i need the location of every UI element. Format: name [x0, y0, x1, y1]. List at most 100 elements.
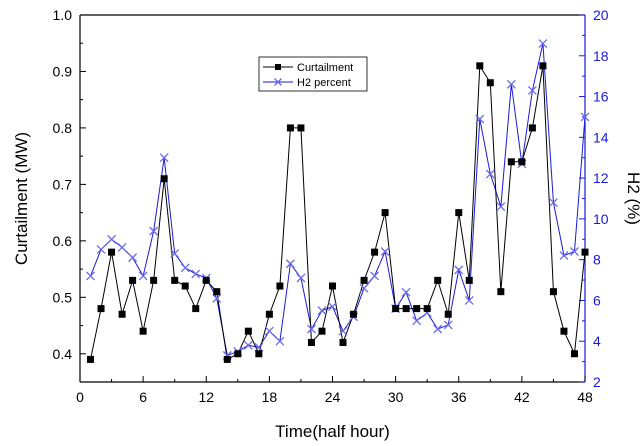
x-tick-label: 36: [451, 389, 467, 405]
h2-percent-point: [359, 283, 369, 293]
h2-percent-point: [506, 79, 516, 89]
curtailment-point: [129, 276, 137, 284]
curtailment-point: [350, 310, 358, 318]
h2-percent-point: [433, 324, 443, 334]
curtailment-point: [87, 355, 95, 363]
curtailment-point: [581, 248, 589, 256]
curtailment-point: [223, 355, 231, 363]
h2-percent-point: [275, 336, 285, 346]
right-y-tick-label: 18: [593, 48, 609, 64]
x-tick-label: 24: [325, 389, 341, 405]
right-y-tick-label: 12: [593, 170, 609, 186]
curtailment-point: [402, 305, 410, 313]
right-y-tick-label: 6: [593, 292, 601, 308]
h2-percent-line: [90, 43, 586, 357]
h2-percent-point: [285, 259, 295, 269]
h2-percent-point: [107, 234, 117, 244]
h2-percent-point: [117, 242, 127, 252]
h2-percent-point: [128, 253, 138, 263]
curtailment-point: [150, 276, 158, 284]
h2-percent-point: [485, 169, 495, 179]
curtailment-point: [455, 209, 463, 217]
curtailment-point: [234, 350, 242, 358]
curtailment-point: [570, 350, 578, 358]
curtailment-point: [181, 282, 189, 290]
left-y-tick-label: 0.8: [53, 120, 73, 136]
left-y-axis-title: Curtailment (MW): [12, 132, 31, 265]
legend-h2-label: H2 percent: [297, 77, 351, 89]
curtailment-point: [476, 62, 484, 70]
curtailment-point: [486, 79, 494, 87]
curtailment-point: [329, 282, 336, 290]
left-y-tick-label: 0.7: [53, 176, 73, 192]
curtailment-point: [360, 276, 368, 284]
h2-percent-point: [570, 247, 579, 256]
h2-percent-point: [317, 306, 327, 316]
legend-box: [258, 56, 368, 92]
curtailment-point: [528, 124, 536, 132]
h2-percent-point: [548, 198, 558, 208]
curtailment-point: [276, 282, 284, 290]
right-y-tick-label: 14: [593, 129, 609, 145]
right-y-tick-label: 8: [593, 252, 601, 268]
h2-percent-point: [212, 293, 222, 303]
x-tick-label: 0: [76, 389, 84, 405]
x-tick-label: 48: [577, 389, 593, 405]
h2-percent-point: [527, 85, 537, 95]
x-tick-label: 42: [514, 389, 530, 405]
x-tick-label: 6: [139, 389, 147, 405]
curtailment-point: [392, 305, 400, 313]
curtailment-point: [213, 288, 221, 296]
curtailment-point: [97, 305, 105, 313]
curtailment-point: [108, 248, 116, 256]
h2-percent-point: [296, 273, 306, 283]
curtailment-point: [339, 338, 347, 346]
curtailment-point: [444, 310, 452, 318]
right-y-tick-label: 2: [593, 374, 601, 390]
h2-percent-point: [264, 326, 274, 336]
h2-percent-point: [180, 263, 190, 273]
legend-curtailment-label: Curtailment: [297, 62, 353, 74]
h2-percent-point: [191, 269, 201, 279]
h2-percent-point: [475, 114, 485, 124]
legend-h2-marker: [274, 78, 282, 86]
curtailment-point: [413, 305, 421, 313]
curtailment-point: [518, 158, 526, 166]
left-y-tick-label: 0.4: [53, 346, 73, 362]
h2-percent-point: [538, 39, 548, 49]
curtailment-point: [244, 327, 252, 335]
curtailment-point: [497, 288, 505, 296]
h2-percent-point: [496, 202, 506, 212]
h2-percent-point: [443, 320, 453, 330]
x-tick-label: 30: [388, 389, 404, 405]
x-axis-title: Time(half hour): [275, 422, 390, 441]
curtailment-point: [171, 276, 179, 284]
h2-percent-point: [328, 302, 337, 312]
right-y-axis-title: H2 (%): [624, 172, 643, 225]
curtailment-point: [560, 327, 568, 335]
curtailment-point: [465, 276, 473, 284]
curtailment-point: [549, 288, 557, 296]
h2-percent-point: [370, 271, 380, 281]
h2-percent-point: [454, 265, 464, 275]
curtailment-point: [539, 62, 547, 70]
curtailment-line: [90, 64, 586, 361]
curtailment-point: [118, 310, 126, 318]
curtailment-point: [297, 124, 305, 132]
curtailment-point: [139, 327, 147, 335]
h2-percent-point: [401, 287, 411, 297]
h2-percent-point: [96, 245, 106, 254]
x-tick-label: 18: [262, 389, 278, 405]
h2-percent-point: [559, 251, 569, 261]
h2-percent-point: [170, 249, 180, 259]
h2-percent-point: [380, 247, 390, 256]
h2-percent-point: [580, 112, 590, 122]
curtailment-point: [160, 175, 168, 183]
x-tick-label: 12: [198, 389, 214, 405]
curtailment-point: [371, 248, 379, 256]
h2-percent-point: [149, 226, 159, 236]
h2-percent-point: [464, 295, 474, 305]
left-y-tick-label: 1.0: [53, 7, 73, 23]
h2-percent-point: [159, 153, 169, 163]
